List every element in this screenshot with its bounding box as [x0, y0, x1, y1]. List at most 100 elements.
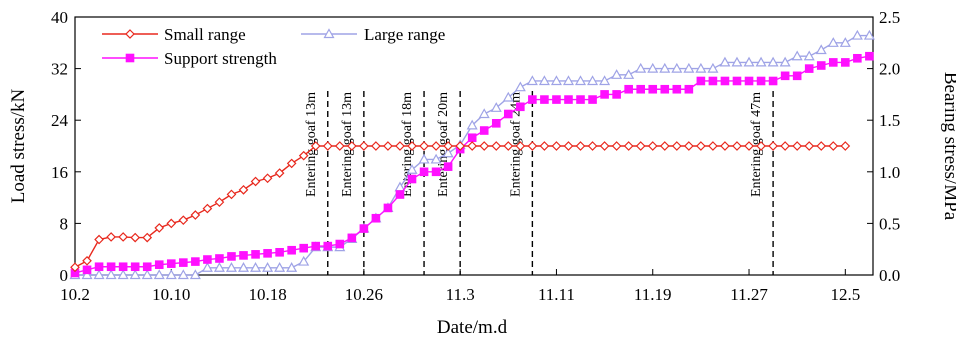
data-point-support-strength: [780, 71, 790, 81]
data-point-small-range: [419, 141, 429, 151]
data-point-support-strength: [299, 243, 308, 253]
data-point-large-range: [574, 75, 587, 86]
y-left-tick-label: 40: [51, 8, 68, 27]
data-point-small-range: [467, 141, 478, 151]
data-point-support-strength: [660, 84, 670, 94]
data-point-large-range: [274, 262, 286, 272]
data-point-support-strength: [275, 247, 284, 257]
data-point-small-range: [611, 141, 622, 151]
data-point-small-range: [443, 141, 453, 151]
data-point-small-range: [359, 141, 369, 151]
data-point-small-range: [491, 141, 502, 151]
x-tick-label: 10.10: [152, 285, 190, 304]
data-point-small-range: [346, 141, 357, 151]
data-point-support-strength: [371, 213, 381, 223]
data-point-large-range: [141, 269, 153, 280]
x-tick-label: 10.26: [345, 285, 383, 304]
data-point-support-strength: [82, 265, 92, 275]
data-point-small-range: [804, 141, 815, 151]
data-point-support-strength: [347, 233, 357, 243]
data-point-small-range: [744, 141, 754, 151]
y-right-tick-label: 2.5: [879, 8, 900, 27]
data-point-small-range: [683, 141, 694, 151]
y-right-tick-label: 0.5: [879, 214, 900, 233]
data-point-large-range: [671, 62, 683, 73]
data-point-support-strength: [491, 118, 501, 128]
data-point-small-range: [395, 141, 405, 151]
data-point-support-strength: [732, 76, 742, 86]
data-point-large-range: [93, 269, 105, 280]
data-point-small-range: [298, 150, 309, 161]
data-point-large-range: [225, 262, 237, 272]
data-point-small-range: [322, 141, 333, 151]
data-point-support-strength: [239, 251, 248, 260]
x-tick-label: 11.27: [730, 285, 768, 304]
data-point-support-strength: [227, 252, 236, 261]
data-point-large-range: [298, 255, 310, 266]
data-point-large-range: [659, 62, 671, 73]
data-point-small-range: [599, 141, 610, 151]
goaf-marker-label: Entering goaf 47m: [749, 92, 764, 197]
data-point-support-strength: [744, 76, 754, 86]
data-point-small-range: [310, 141, 321, 151]
data-point-large-range: [550, 75, 562, 86]
data-point-support-strength: [359, 224, 369, 233]
data-point-support-strength: [564, 95, 573, 104]
x-axis-title: Date/m.d: [437, 317, 508, 338]
data-point-support-strength: [552, 95, 561, 104]
data-point-large-range: [466, 119, 478, 130]
data-point-small-range: [226, 189, 237, 200]
data-point-large-range: [502, 91, 514, 102]
data-point-large-range: [623, 69, 635, 79]
data-point-large-range: [514, 81, 526, 92]
data-point-small-range: [118, 232, 128, 242]
data-point-small-range: [563, 141, 574, 151]
data-point-support-strength: [431, 167, 441, 177]
data-point-small-range: [623, 141, 634, 151]
data-point-support-strength: [756, 76, 766, 86]
data-point-support-strength: [215, 254, 224, 263]
y-axis-left-title: Load stress/kN: [8, 88, 29, 203]
data-point-small-range: [840, 141, 851, 151]
data-point-large-range: [177, 269, 189, 280]
data-point-large-range: [815, 44, 827, 55]
x-tick-label: 11.19: [634, 285, 672, 304]
data-point-support-strength: [540, 95, 549, 104]
x-tick-label: 10.18: [248, 285, 286, 304]
data-point-small-range: [371, 141, 381, 151]
data-point-support-strength: [816, 61, 826, 70]
data-point-support-strength: [130, 262, 140, 272]
data-point-support-strength: [118, 262, 128, 272]
data-point-small-range: [659, 141, 670, 151]
data-point-support-strength: [768, 76, 778, 86]
data-point-support-strength: [648, 84, 658, 94]
data-point-large-range: [803, 50, 815, 61]
data-point-support-strength: [191, 257, 200, 266]
data-point-large-range: [213, 262, 225, 272]
legend-marker-support-strength: [125, 53, 135, 63]
data-point-support-strength: [467, 133, 477, 143]
data-point-large-range: [839, 37, 851, 47]
data-point-support-strength: [407, 174, 417, 184]
data-point-small-range: [214, 197, 225, 207]
data-point-small-range: [190, 210, 201, 220]
data-point-support-strength: [287, 245, 296, 255]
data-point-small-range: [696, 141, 706, 151]
data-point-support-strength: [636, 84, 646, 94]
data-point-small-range: [515, 141, 526, 151]
data-point-support-strength: [792, 71, 802, 81]
data-point-support-strength: [419, 167, 429, 177]
data-point-small-range: [503, 141, 514, 151]
data-point-support-strength: [612, 90, 621, 99]
data-point-large-range: [418, 153, 430, 164]
data-point-small-range: [551, 141, 562, 151]
data-point-small-range: [431, 141, 441, 151]
data-point-large-range: [863, 29, 875, 40]
data-point-large-range: [719, 56, 731, 67]
data-point-support-strength: [479, 126, 489, 135]
data-point-support-strength: [335, 239, 345, 249]
data-point-support-strength: [443, 162, 453, 171]
data-point-small-range: [274, 168, 285, 178]
data-point-large-range: [165, 269, 177, 280]
